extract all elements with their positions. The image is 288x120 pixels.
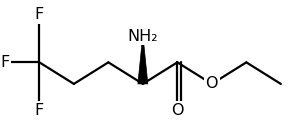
Text: O: O [171,103,183,118]
Text: F: F [0,55,10,70]
Text: NH₂: NH₂ [128,29,158,44]
Polygon shape [138,34,148,84]
Text: F: F [35,103,44,118]
Text: F: F [35,7,44,22]
Text: O: O [206,76,218,91]
